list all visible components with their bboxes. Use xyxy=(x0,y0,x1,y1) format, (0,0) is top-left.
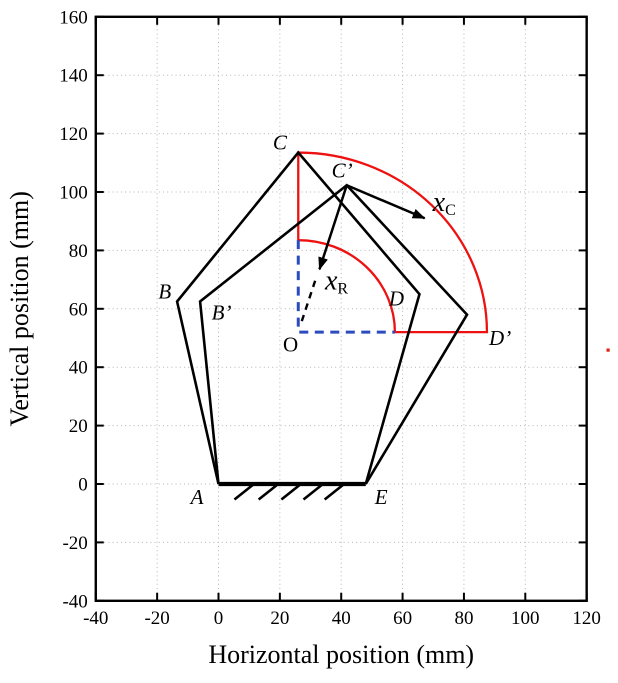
x-tick-label: 20 xyxy=(270,608,289,629)
ground-hatching xyxy=(233,483,344,501)
hatch-stroke xyxy=(323,483,344,501)
y-tick-label: 80 xyxy=(69,241,88,262)
y-tick-label: 100 xyxy=(59,183,88,204)
y-tick-label: 20 xyxy=(69,416,88,437)
x-tick-label: 100 xyxy=(511,608,540,629)
hatch-stroke xyxy=(233,483,254,501)
y-tick-label: -40 xyxy=(62,591,87,612)
xR-arrow xyxy=(318,184,348,271)
x-tick-label: 0 xyxy=(214,608,224,629)
grid xyxy=(95,16,587,601)
y-tick-label: -20 xyxy=(62,533,87,554)
y-tick-label: 120 xyxy=(59,124,88,145)
hatch-stroke xyxy=(257,483,278,501)
hatch-stroke xyxy=(280,483,301,501)
linkage-rotated-AB’C’D’E xyxy=(198,183,469,485)
point-label-D: D xyxy=(388,287,404,311)
x-tick-label: 40 xyxy=(332,608,351,629)
reference-dashed-lines xyxy=(296,240,395,334)
xR-label: xR xyxy=(324,266,348,298)
y-tick-label: 40 xyxy=(69,358,88,379)
x-tick-label: 120 xyxy=(572,608,601,629)
y-tick-label: 60 xyxy=(69,299,88,320)
x-axis-title: Horizontal position (mm) xyxy=(208,640,474,669)
x-tick-label: 60 xyxy=(393,608,412,629)
point-label-O: O xyxy=(283,332,298,356)
xC-arrow xyxy=(346,184,426,220)
y-tick-label: 160 xyxy=(59,7,88,28)
point-label-C: C xyxy=(273,130,288,154)
point-label-E: E xyxy=(374,485,388,509)
workspace-sector-outline xyxy=(297,151,489,334)
y-tick-label: 0 xyxy=(78,475,88,496)
point-label-C: C’ xyxy=(332,159,353,183)
point-label-B: B’ xyxy=(212,300,232,324)
hatch-stroke xyxy=(302,483,323,501)
x-tick-label: -40 xyxy=(83,608,108,629)
point-label-A: A xyxy=(189,485,204,509)
stray-red-dot xyxy=(606,348,610,352)
point-label-B: B xyxy=(158,279,171,303)
y-tick-label: 140 xyxy=(59,66,88,87)
xC-label: xC xyxy=(432,187,456,219)
y-axis-title: Vertical position (mm) xyxy=(5,191,34,426)
x-tick-label: -20 xyxy=(144,608,169,629)
point-label-D: D’ xyxy=(488,326,511,350)
xR-dashed-tail xyxy=(299,280,317,324)
linkage-initial-ABCDE xyxy=(175,150,421,485)
x-tick-label: 80 xyxy=(454,608,473,629)
tick-marks xyxy=(94,15,588,602)
